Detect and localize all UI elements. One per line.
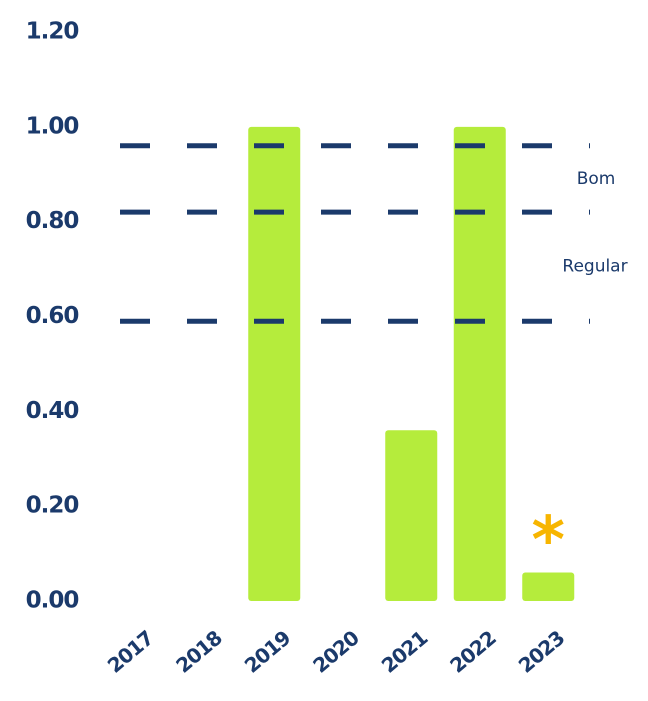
y-tick-label: 0.80 — [26, 208, 79, 234]
x-tick-label: 2020 — [308, 626, 363, 678]
x-tick-label: 2019 — [240, 626, 295, 678]
annotation-label: Bom — [577, 169, 616, 189]
bar — [385, 430, 438, 601]
y-tick-label: 0.00 — [26, 588, 79, 614]
y-tick-label: 1.00 — [26, 113, 79, 139]
annotation-star: * — [532, 504, 565, 578]
x-tick-label: 2023 — [514, 626, 569, 678]
x-tick-label: 2022 — [445, 626, 500, 678]
y-tick-label: 0.60 — [26, 303, 79, 329]
x-tick-label: 2021 — [377, 626, 432, 678]
x-tick-label: 2018 — [171, 626, 226, 678]
x-tick-label: 2017 — [103, 626, 158, 678]
y-tick-label: 0.20 — [26, 493, 79, 519]
y-tick-label: 0.40 — [26, 398, 79, 424]
annotation-label: Regular — [562, 257, 627, 277]
bar — [248, 126, 301, 601]
y-tick-label: 1.20 — [26, 19, 79, 45]
bar — [522, 572, 575, 601]
bar — [453, 126, 506, 601]
